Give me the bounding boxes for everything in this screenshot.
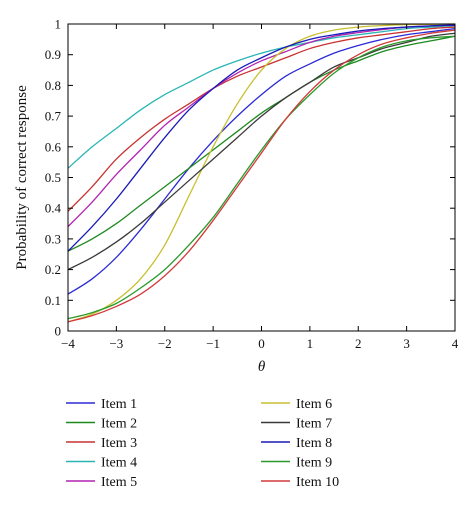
x-tick-label: 1 [307, 336, 314, 351]
y-tick-label: 0.5 [45, 170, 61, 185]
y-tick-label: 0.6 [45, 139, 62, 154]
legend-label-item-3: Item 3 [101, 436, 137, 451]
y-tick-label: 0.9 [45, 47, 61, 62]
series-line-item-3 [67, 26, 456, 212]
legend-label-item-9: Item 9 [296, 456, 332, 471]
x-tick-label: 4 [452, 336, 459, 351]
x-tick-label: −3 [109, 336, 123, 351]
x-tick-label: 3 [403, 336, 410, 351]
x-tick-label: −2 [158, 336, 172, 351]
legend-label-item-10: Item 10 [296, 475, 339, 490]
series-line-item-6 [67, 23, 456, 323]
y-tick-label: 0 [55, 324, 62, 339]
series-line-item-2 [67, 35, 456, 252]
series-line-item-1 [67, 27, 456, 295]
y-tick-label: 0.2 [45, 262, 61, 277]
series-line-item-5 [67, 24, 456, 228]
y-axis-label: Probability of correct response [14, 85, 30, 270]
legend-label-item-6: Item 6 [296, 397, 332, 412]
series-line-item-10 [67, 29, 456, 323]
legend-label-item-5: Item 5 [101, 475, 137, 490]
ticks-layer: −4 −3 −2 −1 0 1 2 3 4 0 0.1 0.2 0.3 0.4 0.5 0.6 0.7 0.8 0.… [45, 17, 459, 352]
series-line-item-4 [67, 24, 456, 169]
curves-layer [67, 23, 456, 323]
x-axis-label: θ [258, 359, 266, 375]
legend: Item 1 Item 2 Item 3 Item 4 Item 5 Item 6 Item… [66, 397, 339, 490]
series-line-item-7 [67, 32, 456, 271]
y-tick-label: 0.1 [45, 293, 61, 308]
y-tick-label: 1 [55, 17, 62, 32]
legend-label-item-8: Item 8 [296, 436, 332, 451]
series-line-item-9 [67, 35, 456, 320]
legend-label-item-4: Item 4 [101, 456, 137, 471]
y-tick-label: 0.4 [45, 201, 62, 216]
legend-label-item-2: Item 2 [101, 417, 137, 432]
x-tick-label: 0 [258, 336, 265, 351]
legend-label-item-1: Item 1 [101, 397, 137, 412]
x-tick-label: −1 [206, 336, 220, 351]
x-tick-label: −4 [61, 336, 75, 351]
y-tick-label: 0.3 [45, 231, 61, 246]
y-tick-label: 0.8 [45, 78, 61, 93]
legend-label-item-7: Item 7 [296, 417, 332, 432]
x-tick-label: 2 [355, 336, 362, 351]
y-tick-label: 0.7 [45, 109, 62, 124]
series-line-item-8 [67, 24, 456, 252]
